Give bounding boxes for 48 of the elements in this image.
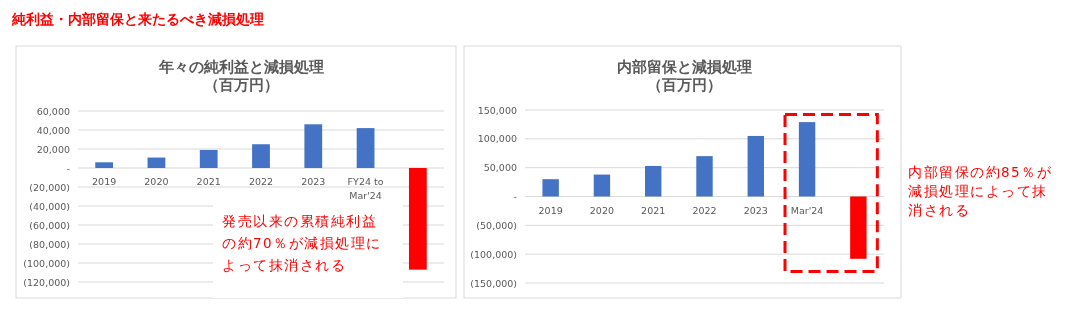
x-tick-label: 2023 bbox=[743, 204, 768, 216]
bar bbox=[593, 174, 611, 197]
annotation: 発売以来の累積純利益の約70％が減損処理によって抹消される bbox=[222, 213, 382, 273]
y-tick-label: (20,000) bbox=[29, 181, 70, 193]
bar bbox=[95, 162, 114, 168]
x-tick-label: 2022 bbox=[248, 176, 274, 187]
y-tick-label: (80,000) bbox=[29, 238, 70, 250]
text: 純利益・内部留保と来たるべき減損処理 bbox=[11, 11, 264, 27]
y-tick-label: (120,000) bbox=[23, 276, 70, 288]
y-tick-label: 50,000 bbox=[483, 162, 517, 174]
x-tick-label: FY24 to Mar'24 bbox=[347, 176, 384, 201]
x-tick-label: 2020 bbox=[589, 204, 615, 216]
bar bbox=[747, 135, 764, 197]
y-tick-label: (100,000) bbox=[470, 248, 517, 260]
y-tick-label: (150,000) bbox=[470, 277, 517, 289]
bar bbox=[147, 157, 166, 168]
x-tick-label: Mar'24 bbox=[790, 204, 824, 216]
bar bbox=[696, 156, 713, 197]
chart-title: 内部留保と減損処理（百万円） bbox=[617, 58, 752, 94]
bar bbox=[850, 196, 867, 259]
y-tick-label: 40,000 bbox=[36, 124, 70, 136]
x-tick-label: 2019 bbox=[92, 176, 117, 187]
x-tick-label: 2019 bbox=[538, 204, 563, 216]
bar bbox=[408, 168, 427, 270]
y-tick-label: - bbox=[66, 162, 70, 174]
y-tick-label: (100,000) bbox=[23, 257, 70, 269]
x-tick-label: 2022 bbox=[692, 204, 717, 216]
text: 内部留保の約85％が減損処理によって抹消される bbox=[908, 164, 1053, 218]
bar bbox=[199, 149, 218, 168]
bar bbox=[252, 144, 270, 168]
chart-title: 年々の純利益と減損処理（百万円） bbox=[157, 58, 324, 94]
x-tick-label: 2020 bbox=[144, 176, 169, 187]
y-tick-label: 60,000 bbox=[36, 105, 70, 117]
y-tick-label: 100,000 bbox=[477, 133, 517, 145]
x-tick-label: 2021 bbox=[196, 176, 221, 187]
bar bbox=[542, 179, 559, 197]
bar bbox=[356, 128, 375, 168]
y-tick-label: (60,000) bbox=[29, 219, 70, 231]
x-tick-label: 2023 bbox=[301, 176, 326, 187]
y-tick-label: 20,000 bbox=[36, 143, 70, 155]
y-tick-label: - bbox=[513, 191, 517, 202]
bar bbox=[645, 165, 662, 197]
y-tick-label: (40,000) bbox=[29, 200, 70, 212]
x-tick-label: 2021 bbox=[641, 204, 666, 216]
y-tick-label: 150,000 bbox=[477, 104, 517, 116]
bar bbox=[304, 124, 323, 168]
y-tick-label: (50,000) bbox=[476, 219, 517, 231]
bar bbox=[798, 122, 816, 197]
